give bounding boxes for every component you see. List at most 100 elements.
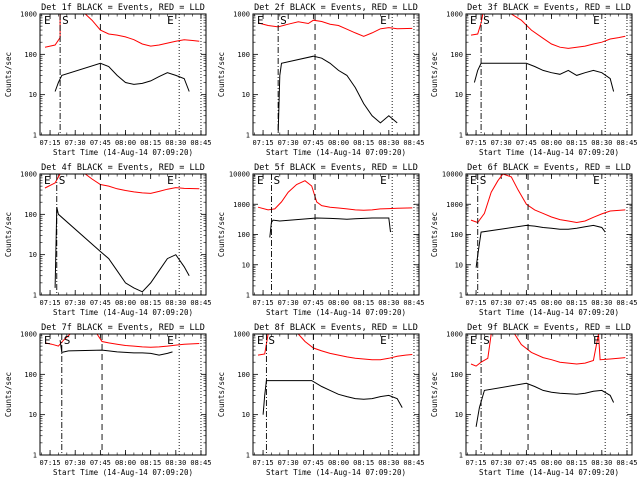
x-tick-label: 07:45 [516,459,537,467]
marker-label: E [380,334,387,347]
x-tick-label: 08:30 [378,459,399,467]
y-tick-label: 100 [237,371,250,379]
x-tick-label: 08:45 [190,139,211,147]
panel-title: Det 1f BLACK = Events, RED = LLD [41,3,205,13]
y-tick-label: 100 [24,371,37,379]
x-tick-label: 08:15 [566,459,587,467]
y-axis-label: Counts/sec [217,372,226,417]
y-axis-label: Counts/sec [217,212,226,257]
x-tick-label: 07:30 [491,139,512,147]
series-line-lld [257,334,413,361]
y-axis-label: Counts/sec [217,52,226,97]
x-tick-label: 08:30 [591,459,612,467]
x-tick-label: 07:15 [466,299,487,307]
x-tick-label: 07:15 [40,459,61,467]
y-axis-label: Counts/sec [4,212,13,257]
x-tick-label: 08:45 [616,459,637,467]
y-tick-label: 100 [237,231,250,239]
series-line-events [262,380,403,415]
x-tick-label: 08:00 [541,459,562,467]
series-line-lld [257,19,413,37]
marker-label: E [167,174,174,187]
x-tick-label: 07:15 [466,459,487,467]
plot-frame [39,13,207,136]
panel-title: Det 4f BLACK = Events, RED = LLD [41,163,205,173]
y-tick-label: 1 [33,132,37,140]
marker-label: E [257,334,264,347]
x-axis-label: Start Time (14-Aug-14 07:09:20) [266,468,406,477]
y-tick-label: 1000 [20,11,37,19]
panel-title: Det 9f BLACK = Events, RED = LLD [467,323,631,333]
x-tick-label: 08:30 [591,139,612,147]
y-tick-label: 10 [455,91,463,99]
x-tick-label: 08:45 [190,459,211,467]
x-tick-label: 08:30 [165,459,186,467]
marker-label: E [44,174,51,187]
y-axis-label: Counts/sec [430,372,439,417]
y-tick-label: 1000 [20,171,37,179]
y-tick-label: 10 [242,91,250,99]
y-tick-label: 10 [242,261,250,269]
x-tick-label: 07:45 [90,299,111,307]
plot-frame [465,173,633,296]
panel-title: Det 6f BLACK = Events, RED = LLD [467,163,631,173]
panel-1: Det 1f BLACK = Events, RED = LLD Counts/s… [4,3,212,157]
series-line-events [54,62,190,92]
x-tick-label: 08:00 [328,139,349,147]
x-tick-label: 08:45 [190,299,211,307]
marker-label: E [470,174,477,187]
x-tick-label: 07:45 [516,299,537,307]
x-tick-label: 07:45 [303,459,324,467]
y-tick-label: 100 [450,51,463,59]
marker-label: E [593,334,600,347]
series-line-events [277,55,398,132]
y-tick-label: 1 [459,132,463,140]
x-tick-label: 07:15 [253,299,274,307]
y-tick-label: 1000 [446,11,463,19]
y-axis-label: Counts/sec [4,52,13,97]
x-tick-label: 08:00 [328,459,349,467]
x-tick-label: 07:30 [491,459,512,467]
x-tick-label: 08:00 [328,299,349,307]
x-tick-label: 08:30 [591,299,612,307]
series-line-events [473,62,615,92]
x-axis-label: Start Time (14-Aug-14 07:09:20) [53,148,193,157]
x-tick-label: 08:15 [140,299,161,307]
x-tick-label: 08:00 [541,139,562,147]
panel-title: Det 5f BLACK = Events, RED = LLD [254,163,418,173]
y-tick-label: 100 [24,51,37,59]
x-tick-label: 07:45 [303,299,324,307]
y-tick-label: 100 [24,211,37,219]
x-tick-label: 07:30 [278,299,299,307]
marker-label: E [167,334,174,347]
x-tick-label: 08:30 [165,299,186,307]
y-tick-label: 10 [29,91,37,99]
y-tick-label: 1000 [233,331,250,339]
x-tick-label: 08:00 [115,459,136,467]
x-tick-label: 07:45 [516,139,537,147]
panel-9: Det 9f BLACK = Events, RED = LLD Counts/s… [430,323,638,477]
series-line-lld [470,334,626,367]
marker-label: S [268,334,275,347]
panel-8: Det 8f BLACK = Events, RED = LLD Counts/s… [217,323,425,477]
marker-label: S [62,14,69,27]
x-tick-label: 08:15 [353,139,374,147]
y-tick-label: 10 [29,251,37,259]
y-tick-label: 100 [450,371,463,379]
marker-label: E [470,334,477,347]
y-tick-label: 10 [455,261,463,269]
y-axis-label: Counts/sec [430,212,439,257]
panel-title: Det 2f BLACK = Events, RED = LLD [254,3,418,13]
marker-label: S [483,14,490,27]
y-tick-label: 1 [246,292,250,300]
panel-4: Det 4f BLACK = Events, RED = LLD Counts/s… [4,163,212,317]
plot-frame [465,13,633,136]
x-tick-label: 07:45 [90,459,111,467]
y-tick-label: 1000 [20,331,37,339]
series-line-events [475,224,606,268]
plot-frame [39,173,207,296]
marker-label: E [593,14,600,27]
marker-label: S [483,334,490,347]
series-line-lld [470,14,626,49]
y-tick-label: 1000 [233,201,250,209]
